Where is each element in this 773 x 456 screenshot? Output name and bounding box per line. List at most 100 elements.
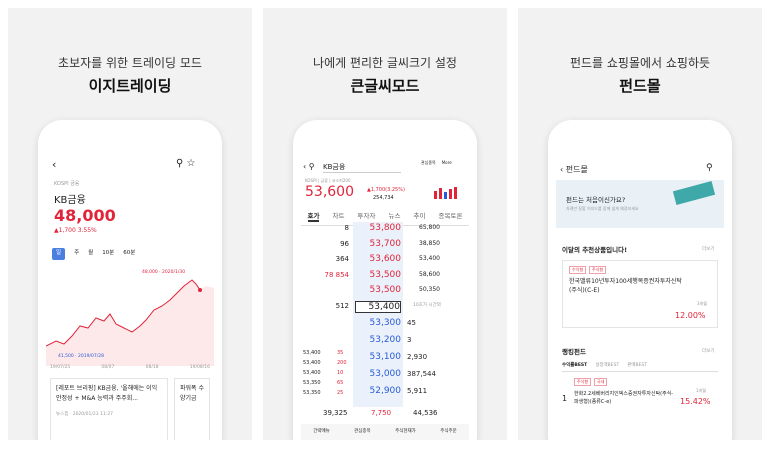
back-icon[interactable]: ‹	[52, 158, 57, 171]
section-title: 이달의 추천상품입니다!	[562, 246, 628, 254]
trade: 53,350	[303, 380, 321, 386]
headline: [레포트 브리핑] KB금융, '올해에는 이익 안정성 + M&A 능력과 주…	[56, 385, 158, 402]
trade: 53,400	[303, 370, 321, 376]
nav-item[interactable]: 주식현재가	[395, 429, 416, 434]
tab[interactable]: 종목토론	[438, 212, 463, 220]
tab[interactable]: 추이	[413, 212, 426, 220]
trade: 35	[337, 350, 344, 356]
fund-card[interactable]: 수익형 주식형 한국밸류10년투자100세행복증권자투자신탁(주식)(C-E) 3…	[562, 260, 718, 328]
tab[interactable]: 호가	[307, 212, 320, 222]
news-card[interactable]: [레포트 브리핑] KB금융, '올해에는 이익 안정성 + M&A 능력과 주…	[50, 378, 168, 440]
search-icon[interactable]: ⚲ ☆	[176, 158, 196, 169]
banner[interactable]: 펀드는 처음이신가요? 차례만 잘할 이지드를 함께 쉽게 예정보세요	[556, 180, 724, 228]
ask-price: 53,400	[355, 300, 401, 313]
bid-price: 53,300	[369, 318, 402, 328]
nav-item[interactable]: 관심종목	[354, 429, 371, 434]
ask-price: 53,600	[369, 254, 402, 264]
tag: 주식형	[589, 266, 607, 274]
ask-price: 53,700	[369, 238, 402, 249]
tab[interactable]: 10분	[102, 250, 115, 256]
source: 뉴스핌 · 2020/01/23 11:27	[56, 412, 114, 417]
tab[interactable]: 뉴스	[388, 212, 401, 220]
bid-qty: 387,544	[407, 370, 436, 378]
date: 08/18	[145, 365, 159, 370]
line	[46, 279, 201, 347]
ask-column	[353, 222, 403, 312]
mini-chart	[434, 187, 457, 199]
more[interactable]: 더보기	[702, 349, 715, 354]
ask-rest: 53,400	[419, 255, 440, 262]
ask-rest: 50,350	[419, 286, 440, 293]
tags: 주식형 국내	[574, 378, 608, 386]
tab[interactable]: 월	[88, 250, 94, 256]
ask-qty: 78 854	[324, 270, 350, 279]
tab[interactable]: 주	[74, 250, 80, 256]
tab[interactable]: 판매BEST	[627, 363, 648, 368]
icon[interactable]: 관심종목	[421, 160, 436, 165]
more[interactable]: 더보기	[702, 247, 715, 252]
date: 08/07	[101, 365, 115, 370]
search-field[interactable]: KB금융	[323, 162, 401, 173]
trade: 200	[337, 360, 347, 366]
news-card[interactable]: 파워폭 수양기금	[174, 378, 210, 440]
bid-price: 53,000	[369, 369, 402, 379]
phone: ‹ ⚲ ☆ KOSPI 금융 KB금융 48,000 ▲1,700 3.55% …	[38, 120, 222, 440]
ask-qty: 364	[335, 255, 349, 263]
ask-price: 53,800	[369, 223, 402, 233]
trade: 53,400	[303, 350, 321, 356]
bid-price: 53,200	[369, 335, 402, 345]
change: ▲1,700(3.25%)	[367, 187, 405, 193]
nav-item[interactable]: 주식주문	[440, 429, 457, 434]
ask-rest: 10호가 시간외	[413, 302, 441, 308]
nav-item[interactable]: 간략메뉴	[313, 429, 330, 434]
screen: ‹ ⚲ KB금융 관심종목 More KOSPI | 금융 | 코스피200 53…	[301, 156, 469, 440]
panel-title: 큰글씨모드	[350, 77, 420, 95]
ask-price: 53,500	[369, 285, 402, 295]
tab[interactable]: 수익률BEST	[562, 363, 588, 368]
trade: 53,350	[303, 390, 321, 396]
caption: 나에게 편리한 글씨크기 설정	[313, 56, 457, 70]
bid-column	[353, 312, 403, 407]
screen: ‹ ⚲ ☆ KOSPI 금융 KB금융 48,000 ▲1,700 3.55% …	[46, 156, 214, 440]
ask-rest: 58,600	[419, 270, 440, 278]
tab[interactable]: 설정액BEST	[595, 363, 620, 368]
phone: ‹ ⚲ KB금융 관심종목 More KOSPI | 금융 | 코스피200 53…	[293, 120, 477, 440]
dot	[198, 288, 202, 292]
icon[interactable]: More	[441, 160, 452, 165]
bid-price: 53,100	[369, 352, 402, 362]
price: 53,600	[305, 184, 354, 200]
total: 44,536	[413, 409, 438, 417]
back-icon[interactable]: ‹ ⚲	[303, 162, 315, 171]
bid-qty: 3	[407, 336, 412, 344]
trade: 10	[337, 370, 344, 376]
tab[interactable]: 투자자	[357, 212, 376, 220]
search-icon[interactable]: ⚲	[706, 163, 713, 173]
tab[interactable]: 일	[52, 248, 66, 260]
header: ‹ 펀드몰	[560, 165, 588, 174]
trade: 65	[337, 380, 344, 386]
bottom-nav: 간략메뉴 관심종목 주식현재가 주식주문	[301, 424, 469, 440]
tab[interactable]: 60분	[123, 250, 136, 256]
trade: 53,400	[303, 360, 321, 366]
panel: 초보자를 위한 트레이딩 모드 이지트레이딩 ‹ ⚲ ☆ KOSPI 금융 KB…	[8, 8, 252, 440]
tabs: 수익률BEST 설정액BEST 판매BEST	[562, 362, 718, 372]
caption: 초보자를 위한 트레이딩 모드	[58, 56, 202, 70]
tab[interactable]: 차트	[332, 212, 345, 220]
total: 7,750	[371, 409, 392, 417]
bid-qty: 2,930	[407, 353, 428, 361]
tag: 국내	[594, 378, 608, 386]
high-label: 48,000 · 2020/1/30	[142, 270, 186, 275]
date: 19/07/25	[50, 365, 71, 370]
phone: ‹ 펀드몰 ⚲ 펀드는 처음이신가요? 차례만 잘할 이지드를 함께 쉽게 예정…	[548, 120, 732, 440]
tags: 수익형 주식형	[569, 266, 607, 274]
screen: ‹ 펀드몰 ⚲ 펀드는 처음이신가요? 차례만 잘할 이지드를 함께 쉽게 예정…	[556, 156, 724, 440]
rate: 12.00%	[675, 311, 706, 320]
change: ▲1,700 3.55%	[54, 227, 97, 234]
tag: 주식형	[574, 378, 592, 386]
fund-name: 한화2.2세베버리지인덱스증권자투자신탁(주식-파생형)(종류C-e)	[574, 391, 674, 405]
banner-title: 펀드는 처음이신가요?	[566, 196, 626, 204]
area	[46, 280, 214, 366]
icons: 관심종목 More	[421, 160, 452, 166]
period: 1개월	[696, 388, 706, 393]
